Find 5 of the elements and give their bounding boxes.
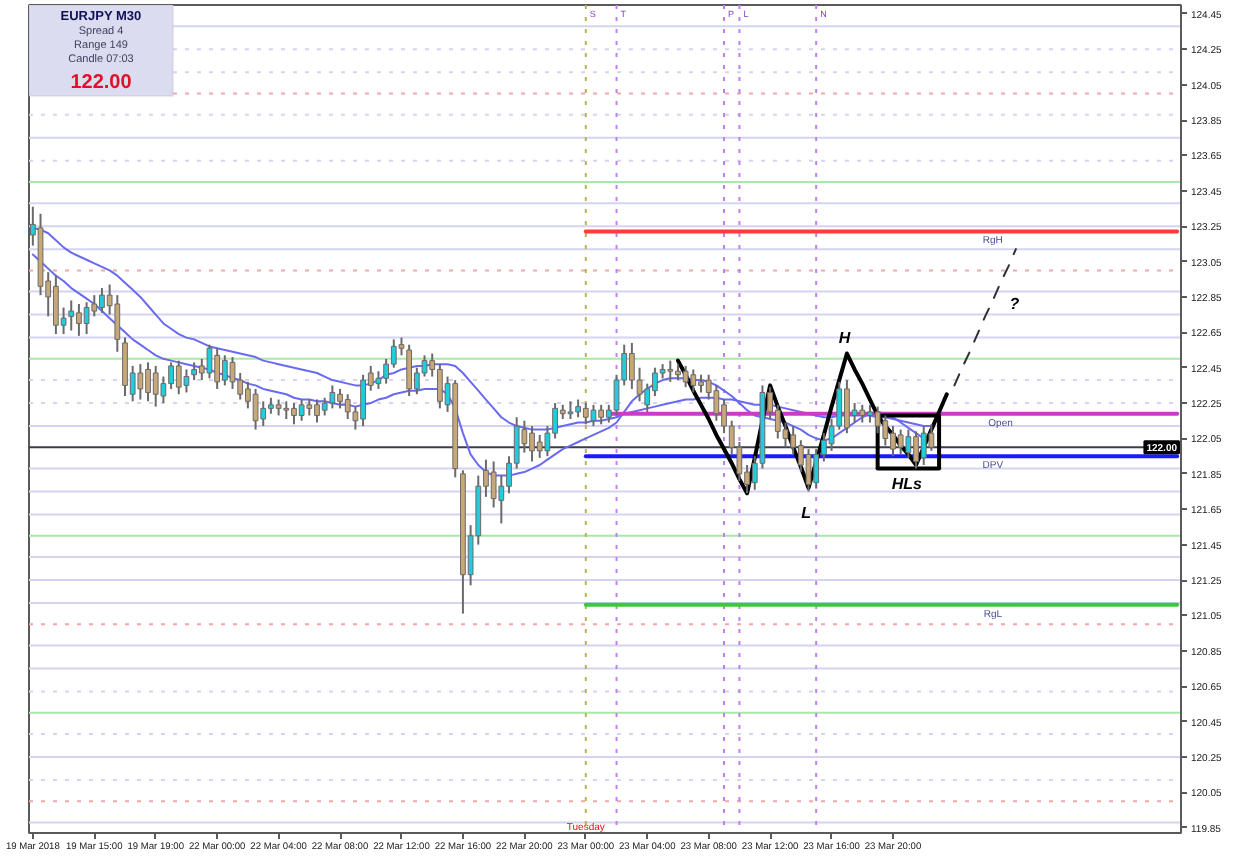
annotation: HLs (891, 475, 924, 494)
annotation: ? (1009, 294, 1020, 313)
annotation: 122.00 (70, 72, 133, 94)
annotation: L (801, 503, 812, 522)
annotation: H (838, 328, 851, 347)
